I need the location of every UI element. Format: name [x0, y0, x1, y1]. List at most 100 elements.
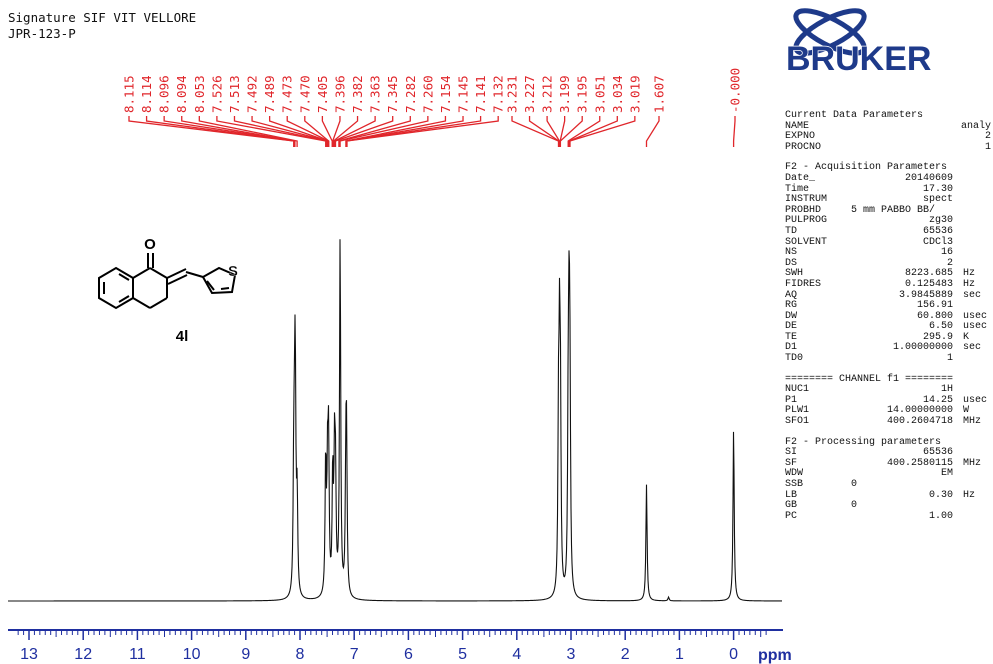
param-unit: Hz: [963, 489, 976, 501]
param-key: PC: [785, 510, 798, 522]
axis-unit-label: ppm: [758, 647, 792, 664]
param-row: DW 60.800 usec: [785, 310, 991, 323]
param-row: AQ 3.9845889 sec: [785, 289, 991, 302]
peak-label: 7.473: [280, 75, 295, 113]
param-key: TD0: [785, 353, 804, 365]
peak-connector: [559, 116, 583, 147]
param-row: P1 14.25 usec: [785, 394, 991, 407]
acquisition-parameters-title: F2 - Acquisition Parameters: [785, 162, 948, 174]
atom-orbit-icon: [793, 8, 867, 56]
axis-tick-label: 1: [675, 646, 684, 663]
param-unit: W: [963, 405, 970, 417]
axis-tick-label: 13: [20, 646, 38, 663]
param-row: NAME analy: [785, 120, 991, 133]
axis-tick-label: 5: [458, 646, 467, 663]
peak-label: 3.199: [557, 75, 572, 113]
param-unit: MHz: [963, 416, 982, 428]
peak-label: 7.141: [473, 75, 488, 113]
peak-label: -0.000: [728, 68, 743, 113]
param-unit: Hz: [963, 278, 976, 290]
param-value: 60.800: [916, 310, 953, 322]
spectrum-title-line1: Signature SIF VIT VELLORE: [8, 10, 197, 25]
bruker-wordmark: BRUKER: [786, 40, 931, 78]
axis-tick-label: 7: [350, 646, 359, 663]
param-value: 6.50: [928, 321, 953, 333]
peak-label: 7.513: [227, 75, 242, 113]
peak-connector: [546, 116, 561, 147]
param-key: NS: [785, 247, 798, 259]
peak-label: 7.489: [262, 75, 277, 113]
param-row: NS 16: [785, 248, 991, 259]
param-key: TD: [785, 225, 798, 237]
carbonyl-oxygen-label: O: [144, 236, 156, 253]
param-value: 17.30: [922, 183, 953, 195]
param-key: DS: [785, 257, 798, 269]
param-key: LB: [785, 489, 798, 501]
axis-tick-label: 11: [129, 646, 146, 663]
param-row: PC 1.00: [785, 510, 991, 523]
peak-label: 8.096: [157, 75, 172, 113]
param-unit: MHz: [963, 457, 982, 469]
param-value: 1: [984, 141, 991, 153]
param-value: 0.125483: [904, 278, 953, 290]
param-mid: 0: [851, 500, 858, 512]
peak-label: 3.195: [575, 75, 590, 113]
bruker-logo: BRUKER: [785, 8, 932, 79]
param-unit: usec: [963, 394, 988, 406]
param-key: FIDRES: [785, 278, 822, 290]
param-row: DS 2: [785, 257, 991, 270]
param-value: 1.00000000: [892, 342, 953, 354]
param-key: TE: [785, 331, 798, 343]
param-key: NAME: [785, 120, 810, 132]
param-unit: sec: [963, 289, 982, 301]
param-key: D1: [785, 342, 798, 354]
peak-label: 7.132: [491, 75, 506, 113]
sulfur-label: S: [228, 263, 238, 280]
processing-parameters-title: F2 - Processing parameters: [785, 436, 942, 448]
param-row: SOLVENT CDCl3: [785, 237, 991, 249]
param-value: 156.91: [916, 300, 953, 312]
param-key: NUC1: [785, 384, 810, 396]
param-key: PLW1: [785, 405, 810, 417]
param-row: WDW EM: [785, 469, 991, 480]
axis-tick-label: 9: [241, 646, 250, 663]
peak-connector: [332, 116, 341, 147]
param-unit: sec: [963, 342, 982, 354]
axis-tick-label: 0: [729, 646, 738, 663]
peak-label: 7.154: [438, 75, 453, 113]
param-value: 20140609: [904, 172, 953, 184]
param-row: TD 65536: [785, 225, 991, 238]
peak-label: 7.470: [297, 75, 312, 113]
peak-connector: [216, 116, 327, 147]
compound-label: 4l: [176, 328, 189, 345]
param-row: SI 65536: [785, 448, 991, 459]
axis-tick-label: 2: [621, 646, 630, 663]
ppm-axis: 13 12 11 10 9 8 7 6 5 4 3 2 1 0 ppm: [8, 629, 792, 664]
param-value: 2: [984, 131, 991, 143]
peak-label: 7.382: [350, 75, 365, 113]
peak-label: 8.094: [174, 75, 189, 113]
param-row: FIDRES 0.125483 Hz: [785, 278, 991, 291]
param-value: 295.9: [922, 331, 953, 343]
param-row: Date_ 20140609: [785, 172, 991, 185]
axis-tick-label: 3: [567, 646, 576, 663]
axis-tick-label: 8: [296, 646, 305, 663]
param-value: 8223.685: [904, 268, 953, 280]
param-row: SWH 8223.685 Hz: [785, 269, 991, 280]
param-value: 1.00: [928, 510, 953, 522]
peak-connector: [268, 116, 329, 147]
peak-label: 3.051: [592, 75, 607, 113]
param-key: PULPROG: [785, 215, 828, 227]
peak-connector: [251, 116, 329, 147]
param-key: SF: [785, 457, 798, 469]
param-row: SSB 0: [785, 479, 991, 491]
peak-connector: [339, 116, 429, 147]
peak-connector: [732, 116, 736, 147]
param-value: 2: [946, 257, 953, 269]
param-row: PROBHD 5 mm PABBO BB/: [785, 205, 991, 217]
param-key: SI: [785, 447, 798, 459]
peak-label: 7.405: [315, 75, 330, 113]
peak-label: 3.227: [522, 75, 537, 113]
peak-connector: [233, 116, 328, 147]
param-value: 65536: [922, 447, 953, 459]
